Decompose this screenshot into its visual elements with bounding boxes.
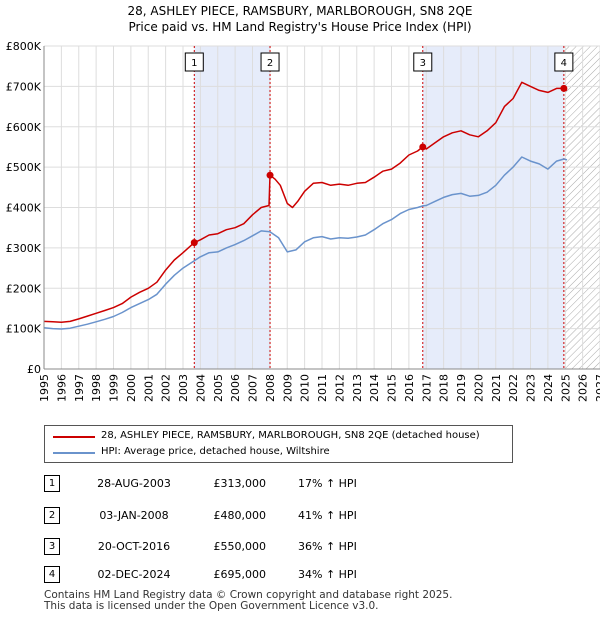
x-tick-label: 2009 — [281, 374, 294, 402]
sale-point — [560, 84, 568, 92]
y-tick-label: £800K — [6, 40, 42, 53]
x-tick-label: 2007 — [247, 374, 260, 402]
x-tick-label: 2019 — [455, 374, 468, 402]
sale-price: £695,000 — [213, 568, 267, 581]
x-tick-label: 2010 — [299, 374, 312, 402]
y-tick-label: £500K — [6, 161, 42, 174]
footer-licence: This data is licensed under the Open Gov… — [44, 600, 379, 612]
legend-label-hpi: HPI: Average price, detached house, Wilt… — [101, 446, 330, 457]
sale-date: 03-JAN-2008 — [99, 509, 169, 522]
x-tick-label: 2020 — [472, 374, 485, 402]
chart-subtitle: Price paid vs. HM Land Registry's House … — [128, 20, 472, 34]
sale-date: 02-DEC-2024 — [97, 568, 171, 581]
x-tick-label: 1998 — [90, 374, 103, 402]
x-tick-label: 1999 — [108, 374, 121, 402]
x-tick-label: 2013 — [351, 374, 364, 402]
x-tick-label: 1995 — [38, 374, 51, 402]
x-tick-label: 2012 — [333, 374, 346, 402]
x-tick-label: 2015 — [386, 374, 399, 402]
sale-hpi-change: 17% ↑ HPI — [298, 477, 357, 490]
sale-hpi-change: 34% ↑ HPI — [298, 568, 357, 581]
x-tick-label: 2008 — [264, 374, 277, 402]
y-tick-label: £700K — [6, 80, 42, 93]
footer-copyright: Contains HM Land Registry data © Crown c… — [44, 589, 453, 601]
sale-label-box — [554, 52, 574, 72]
x-tick-label: 2025 — [559, 374, 572, 402]
sale-label-box — [413, 52, 433, 72]
sale-label-box — [184, 52, 204, 72]
sale-number: 2 — [44, 507, 60, 524]
sale-number: 1 — [44, 475, 60, 492]
x-tick-label: 2004 — [194, 374, 207, 402]
sale-hpi-change: 41% ↑ HPI — [298, 509, 357, 522]
x-tick-label: 2005 — [212, 374, 225, 402]
sale-hpi-change: 36% ↑ HPI — [298, 540, 357, 553]
x-tick-label: 2018 — [438, 374, 451, 402]
sale-price: £550,000 — [213, 540, 267, 553]
sale-row: 2 03-JAN-2008 £480,000 41% ↑ HPI — [44, 507, 524, 527]
x-tick-label: 2016 — [403, 374, 416, 402]
price-chart: 1 2 3 4 £0 £100K £200K £300K £400K £500K £600K £70… — [6, 40, 600, 402]
footer: Contains HM Land Registry data © Crown c… — [44, 590, 452, 612]
x-tick-label: 1996 — [55, 374, 68, 402]
x-tick-label: 2017 — [420, 374, 433, 402]
sale-price: £313,000 — [213, 477, 267, 490]
x-tick-label: 2002 — [160, 374, 173, 402]
x-tick-label: 2022 — [507, 374, 520, 402]
sale-label-box — [260, 52, 280, 72]
y-tick-label: £600K — [6, 121, 42, 134]
y-tick-label: £0 — [27, 363, 41, 376]
x-tick-label: 1997 — [73, 374, 86, 402]
series-line-property — [43, 81, 568, 323]
x-tick-label: 2000 — [125, 374, 138, 402]
legend-swatch-property — [53, 436, 95, 438]
x-tick-label: 2003 — [177, 374, 190, 402]
chart-title: 28, ASHLEY PIECE, RAMSBURY, MARLBOROUGH,… — [127, 4, 473, 18]
sale-date: 20-OCT-2016 — [97, 540, 171, 553]
sale-point — [419, 143, 427, 151]
y-tick-label: £300K — [6, 242, 42, 255]
legend: 28, ASHLEY PIECE, RAMSBURY, MARLBOROUGH,… — [44, 425, 513, 463]
x-tick-label: 2011 — [316, 374, 329, 402]
sale-row: 1 28-AUG-2003 £313,000 17% ↑ HPI — [44, 475, 524, 495]
legend-swatch-hpi — [53, 452, 95, 454]
y-tick-label: £100K — [6, 323, 42, 336]
x-tick-label: 2001 — [142, 374, 155, 402]
x-tick-label: 2006 — [229, 374, 242, 402]
series-line-hpi — [43, 156, 568, 330]
x-tick-label: 2027 — [594, 374, 600, 402]
sale-label: 3 — [420, 58, 426, 69]
x-tick-label: 2023 — [525, 374, 538, 402]
sale-point — [266, 171, 274, 179]
sale-date: 28-AUG-2003 — [97, 477, 171, 490]
sale-label: 4 — [561, 58, 567, 69]
sale-number: 3 — [44, 538, 60, 555]
y-tick-label: £400K — [6, 202, 42, 215]
legend-label-property: 28, ASHLEY PIECE, RAMSBURY, MARLBOROUGH,… — [101, 430, 480, 441]
x-tick-label: 2026 — [577, 374, 590, 402]
y-tick-label: £200K — [6, 282, 42, 295]
x-tick-label: 2014 — [368, 374, 381, 402]
sale-label: 2 — [267, 58, 273, 69]
x-tick-label: 2024 — [542, 374, 555, 402]
sale-row: 4 02-DEC-2024 £695,000 34% ↑ HPI — [44, 566, 524, 586]
sale-label: 1 — [191, 58, 197, 69]
sale-price: £480,000 — [213, 509, 267, 522]
x-tick-label: 2021 — [490, 374, 503, 402]
sale-point — [190, 239, 198, 247]
sale-row: 3 20-OCT-2016 £550,000 36% ↑ HPI — [44, 538, 524, 558]
sale-number: 4 — [44, 566, 60, 583]
